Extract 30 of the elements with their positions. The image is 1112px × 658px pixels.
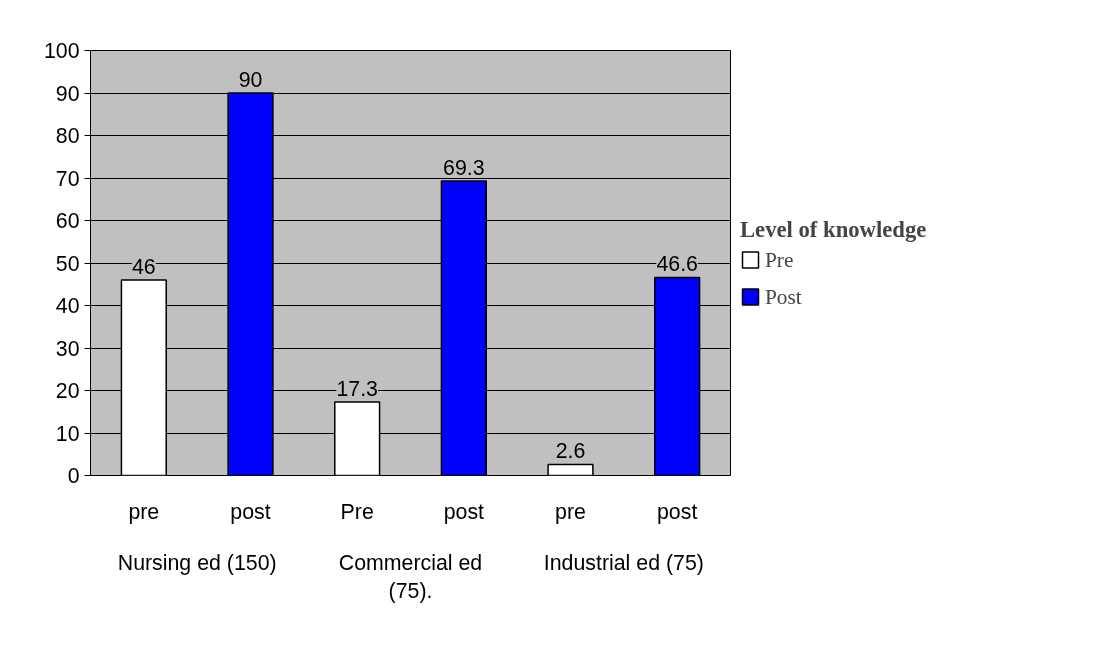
data-label: 90 [238, 68, 263, 92]
legend-label: Pre [765, 247, 794, 272]
x-tick-label: pre [128, 499, 160, 524]
legend-label: Post [765, 284, 802, 309]
x-tick-label: post [230, 499, 271, 524]
data-label: 69.3 [443, 155, 485, 180]
y-tick-label: 50 [55, 251, 80, 276]
y-tick-label: 20 [55, 379, 80, 403]
text: Nursing ed (150) [117, 550, 277, 575]
x-tick-label: post [443, 499, 485, 524]
y-tick-label: 30 [55, 336, 80, 361]
text: Commercial ed (75). [338, 550, 483, 604]
data-label: 2.6 [555, 439, 586, 464]
data-label: 46.6 [656, 252, 698, 277]
legend-title: Level of knowledge [740, 216, 927, 242]
y-tick-label: 10 [55, 421, 80, 446]
y-tick-label: 80 [55, 124, 80, 148]
y-tick-label: 90 [55, 81, 80, 106]
y-tick-label: 70 [55, 166, 80, 191]
bar [547, 463, 594, 476]
y-tick-label: 60 [55, 209, 80, 233]
data-label: 17.3 [336, 376, 378, 401]
text: Industrial ed (75) [543, 550, 704, 575]
y-tick-label: 100 [43, 39, 80, 63]
x-tick-label: pre [555, 499, 586, 524]
x-tick-label: Pre [340, 499, 374, 524]
y-tick-label: 40 [55, 294, 80, 318]
x-tick-label: post [657, 499, 698, 524]
y-tick-label: 0 [67, 464, 80, 488]
data-label: 46 [131, 255, 156, 279]
